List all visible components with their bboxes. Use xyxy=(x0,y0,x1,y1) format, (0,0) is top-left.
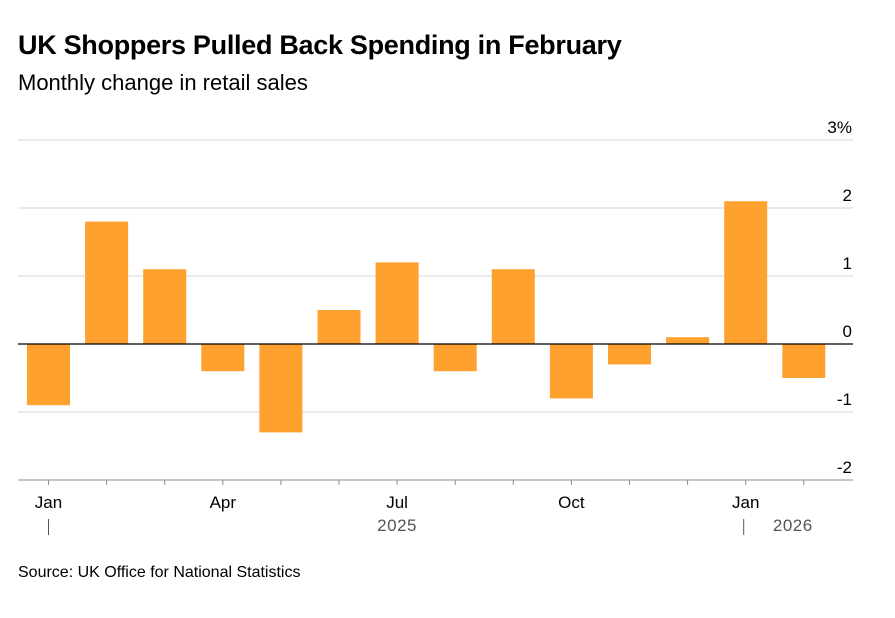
y-tick-label: 1 xyxy=(843,254,852,273)
x-axis: Jan Apr Jul Oct Jan 2025 2026 xyxy=(18,479,853,535)
bar xyxy=(433,344,477,372)
bar xyxy=(201,344,245,372)
bar-chart: -2 -1 0 1 2 3% Jan Apr Jul Oct Jan 2025 2026 xyxy=(18,118,853,535)
bar xyxy=(259,344,303,433)
bar xyxy=(375,262,419,344)
y-tick-label: 2 xyxy=(843,186,852,205)
x-tick-label: Oct xyxy=(558,493,585,512)
x-tick-label: Jan xyxy=(35,493,62,512)
bar xyxy=(85,221,129,344)
bars xyxy=(27,201,826,433)
y-tick-label: 0 xyxy=(843,322,852,341)
y-axis-labels: -2 -1 0 1 2 3% xyxy=(827,118,852,477)
bar xyxy=(27,344,70,406)
chart-subtitle: Monthly change in retail sales xyxy=(18,70,308,95)
x-tick-label: Apr xyxy=(210,493,237,512)
bar xyxy=(317,310,361,344)
bar xyxy=(491,269,535,344)
y-tick-label: 3% xyxy=(827,118,852,137)
source-note: Source: UK Office for National Statistic… xyxy=(18,564,301,581)
year-label: 2025 xyxy=(377,516,417,535)
bar xyxy=(782,344,826,378)
chart-title: UK Shoppers Pulled Back Spending in Febr… xyxy=(18,30,622,60)
bar xyxy=(666,337,710,344)
bar xyxy=(143,269,187,344)
bar xyxy=(549,344,593,399)
y-tick-label: -1 xyxy=(837,390,852,409)
x-tick-label: Jul xyxy=(386,493,408,512)
y-tick-label: -2 xyxy=(837,458,852,477)
bar xyxy=(724,201,768,344)
year-label: 2026 xyxy=(773,516,813,535)
x-tick-label: Jan xyxy=(732,493,759,512)
bar xyxy=(608,344,651,365)
